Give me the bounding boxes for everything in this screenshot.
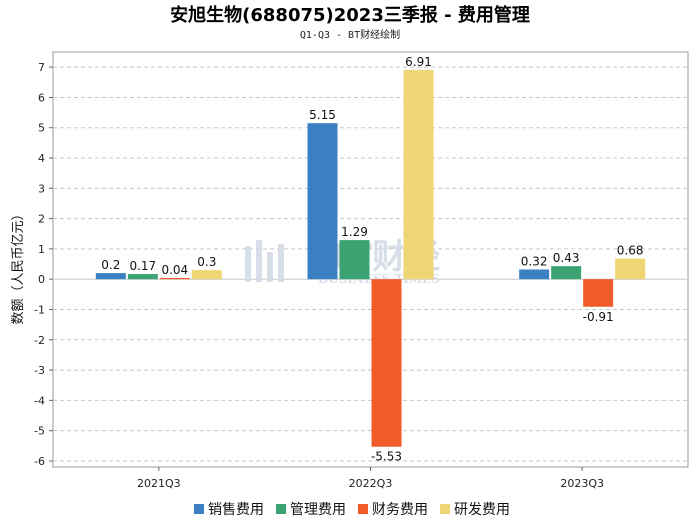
legend-label: 财务费用 bbox=[372, 502, 428, 518]
bar-3-2023Q3 bbox=[583, 279, 614, 307]
bar-1-2023Q3 bbox=[519, 269, 550, 280]
bar-4-2022Q3 bbox=[403, 69, 434, 280]
y-tick-label: 3 bbox=[38, 182, 45, 195]
data-label: 0.32 bbox=[521, 254, 548, 268]
x-axis-ticks: 2021Q3 2022Q3 2023Q3 bbox=[137, 467, 604, 490]
legend-label: 管理费用 bbox=[290, 502, 346, 518]
data-label: 0.17 bbox=[129, 259, 156, 273]
legend-swatch bbox=[440, 504, 450, 514]
y-tick-label: -5 bbox=[34, 425, 45, 438]
bar-2-2022Q3 bbox=[339, 240, 370, 280]
bars bbox=[95, 69, 646, 447]
legend: 销售费用 管理费用 财务费用 研发费用 bbox=[194, 502, 510, 518]
bar-3-2021Q3 bbox=[159, 277, 190, 280]
y-tick-label: -2 bbox=[34, 334, 45, 347]
bar-1-2021Q3 bbox=[95, 273, 126, 280]
legend-swatch bbox=[276, 504, 286, 514]
data-label: 0.43 bbox=[553, 251, 580, 265]
watermark-bar-icon bbox=[256, 240, 262, 282]
y-tick-label: 1 bbox=[38, 243, 45, 256]
bar-4-2023Q3 bbox=[615, 258, 646, 280]
x-tick-label: 2021Q3 bbox=[137, 477, 181, 490]
y-tick-label: -4 bbox=[34, 394, 45, 407]
bar-2-2021Q3 bbox=[127, 274, 158, 280]
chart-title: 安旭生物(688075)2023三季报 - 费用管理 bbox=[170, 4, 530, 26]
y-tick-label: 5 bbox=[38, 122, 45, 135]
y-tick-label: -6 bbox=[34, 455, 45, 468]
plot-area bbox=[52, 51, 689, 468]
data-label: 6.91 bbox=[405, 55, 432, 69]
bar-2-2023Q3 bbox=[551, 266, 582, 280]
watermark-bar-icon bbox=[278, 244, 284, 282]
x-tick-label: 2023Q3 bbox=[560, 477, 604, 490]
y-tick-label: 4 bbox=[38, 152, 45, 165]
y-tick-label: -1 bbox=[34, 303, 45, 316]
legend-label: 研发费用 bbox=[454, 502, 510, 518]
y-tick-label: 0 bbox=[38, 273, 45, 286]
watermark-bar-icon bbox=[267, 252, 273, 282]
y-tick-label: -3 bbox=[34, 364, 45, 377]
bar-4-2021Q3 bbox=[191, 270, 222, 280]
bar-3-2022Q3 bbox=[371, 279, 402, 447]
data-label: 0.2 bbox=[101, 258, 120, 272]
data-label: -5.53 bbox=[371, 450, 402, 464]
data-label: -0.91 bbox=[583, 310, 614, 324]
x-tick-label: 2022Q3 bbox=[349, 477, 393, 490]
y-axis-ticks: -6 -5 -4 -3 -2 -1 0 1 2 3 4 5 6 7 bbox=[34, 61, 53, 468]
bar-1-2022Q3 bbox=[307, 123, 338, 280]
data-label: 0.3 bbox=[197, 255, 216, 269]
chart-subtitle: Q1-Q3 - BT财经绘制 bbox=[300, 28, 400, 41]
data-label: 0.04 bbox=[161, 263, 188, 277]
data-label: 5.15 bbox=[309, 108, 336, 122]
data-label: 1.29 bbox=[341, 225, 368, 239]
data-labels: 0.2 0.17 0.04 0.3 5.15 1.29 -5.53 6.91 0.32 0.43 -… bbox=[101, 55, 643, 464]
y-tick-label: 6 bbox=[38, 91, 45, 104]
y-tick-label: 7 bbox=[38, 61, 45, 74]
legend-swatch bbox=[358, 504, 368, 514]
watermark-bar-icon bbox=[245, 246, 251, 282]
y-axis-label: 数额（人民币亿元） bbox=[11, 207, 26, 324]
legend-swatch bbox=[194, 504, 204, 514]
y-tick-label: 2 bbox=[38, 213, 45, 226]
gridlines bbox=[53, 66, 688, 462]
data-label: 0.68 bbox=[617, 244, 644, 258]
legend-label: 销售费用 bbox=[208, 502, 264, 518]
